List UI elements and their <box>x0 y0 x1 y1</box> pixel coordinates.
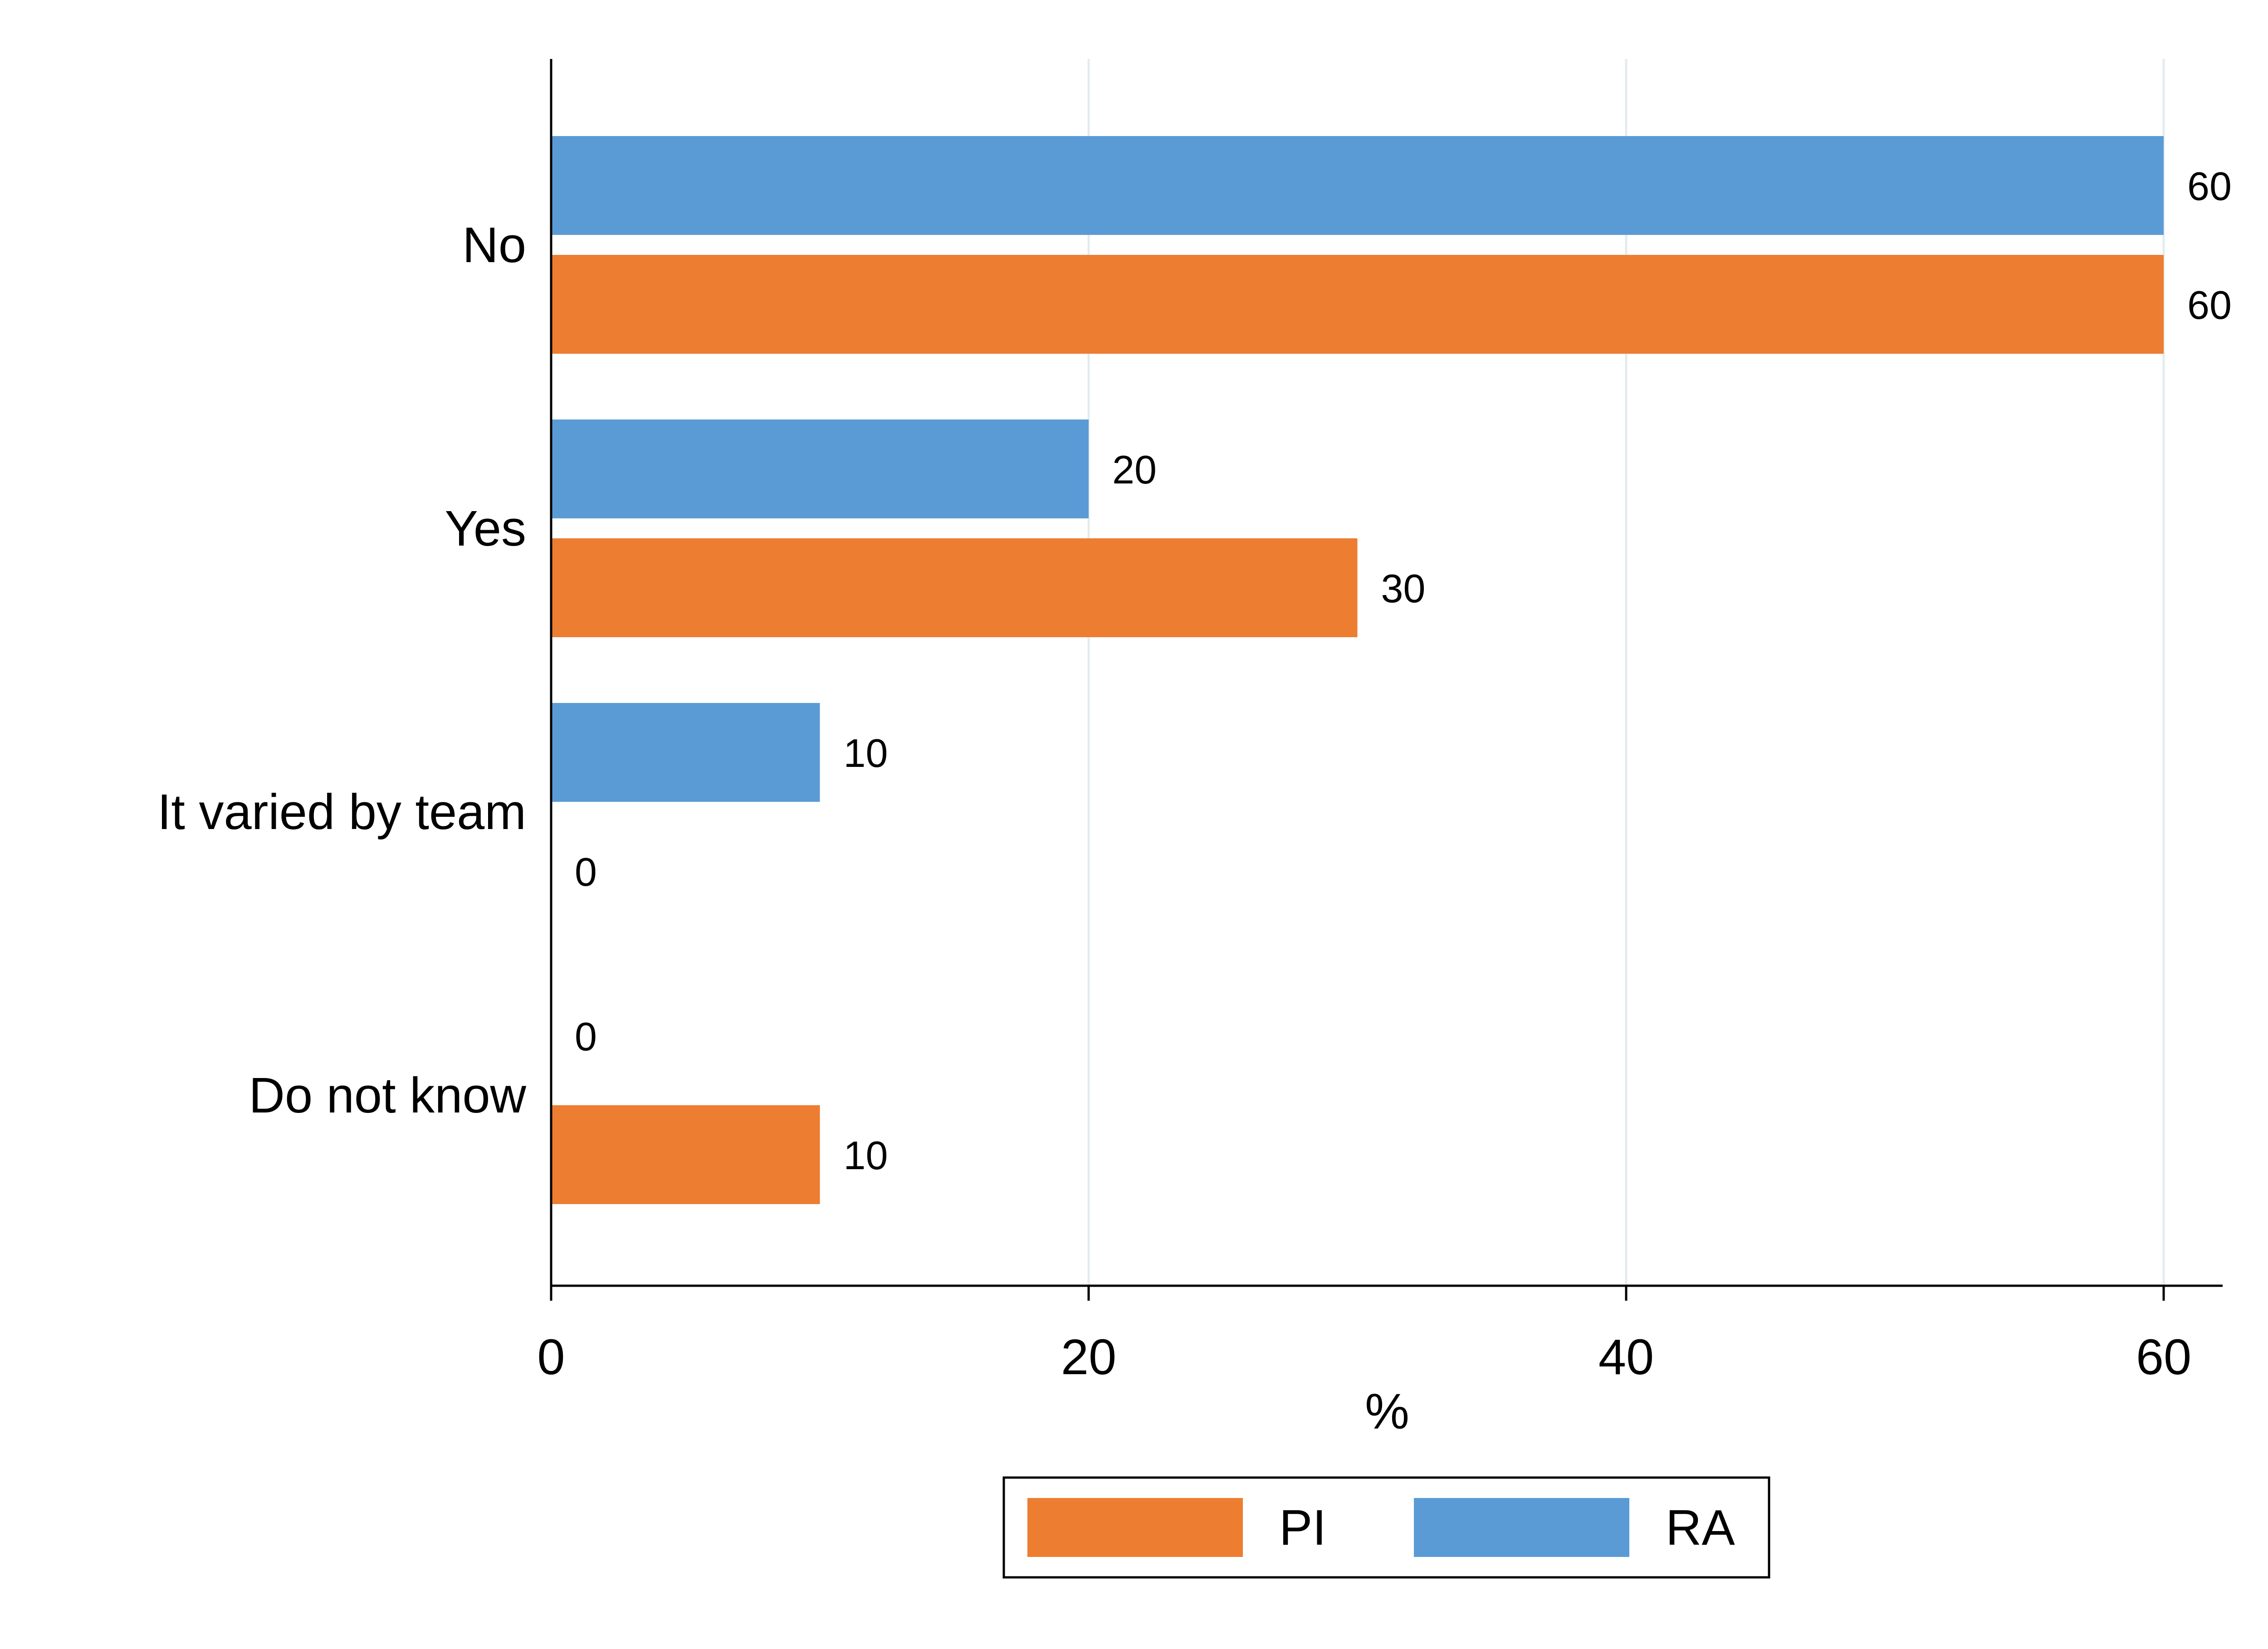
data-labels: 60 60 20 30 10 0 0 10 <box>575 164 2232 1178</box>
data-label-pi-2: 0 <box>575 849 597 894</box>
data-label-pi-1: 30 <box>1381 566 1426 611</box>
bar-ra-2 <box>551 703 820 802</box>
x-axis-title: % <box>1365 1384 1409 1439</box>
axes <box>550 59 2223 1287</box>
data-label-ra-2: 10 <box>844 731 888 776</box>
bar-pi-1 <box>551 538 1358 637</box>
legend-label-pi: PI <box>1279 1500 1326 1556</box>
legend-label-ra: RA <box>1666 1500 1735 1556</box>
legend: PI RA <box>1002 1476 1770 1579</box>
bar-pi-0 <box>551 255 2164 354</box>
category-label-3: Do not know <box>249 1068 527 1123</box>
bar-ra-0 <box>551 136 2164 235</box>
bar-ra-1 <box>551 420 1089 518</box>
bars <box>551 136 2164 1204</box>
x-tick-label-1: 20 <box>1061 1329 1116 1385</box>
data-label-ra-0: 60 <box>2187 164 2232 209</box>
x-tick-label-3: 60 <box>2136 1329 2191 1385</box>
data-label-ra-1: 20 <box>1112 447 1157 492</box>
category-labels: No Yes It varied by team Do not know <box>157 217 527 1123</box>
category-label-1: Yes <box>445 501 526 556</box>
data-label-ra-3: 0 <box>575 1014 597 1059</box>
data-label-pi-0: 60 <box>2187 283 2232 327</box>
category-label-2: It varied by team <box>157 784 526 840</box>
x-tick-label-2: 40 <box>1598 1329 1654 1385</box>
legend-swatch-ra <box>1414 1498 1629 1557</box>
x-tick-label-0: 0 <box>537 1329 565 1385</box>
data-label-pi-3: 10 <box>844 1133 888 1178</box>
bar-pi-3 <box>551 1105 820 1204</box>
legend-swatch-pi <box>1027 1498 1243 1557</box>
category-label-0: No <box>462 217 526 273</box>
x-ticks: 0 20 40 60 <box>537 1286 2191 1385</box>
